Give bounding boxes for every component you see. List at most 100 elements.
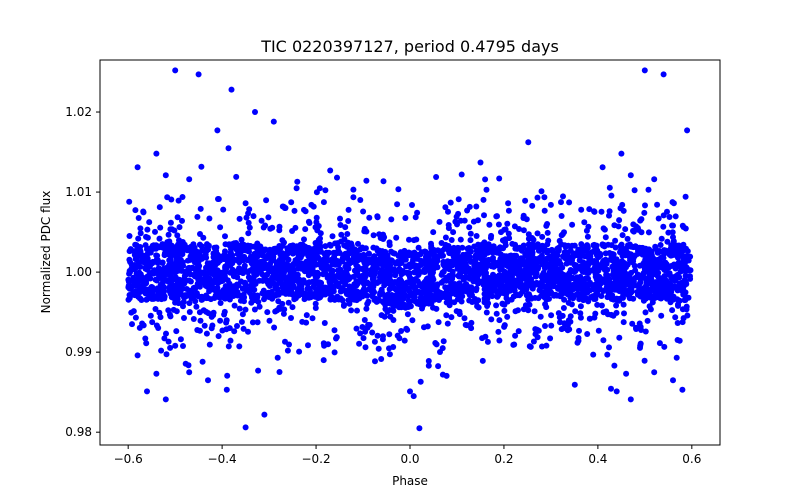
data-point: [285, 299, 292, 306]
data-point: [227, 262, 234, 269]
data-point: [299, 251, 306, 258]
data-point: [334, 240, 341, 247]
data-point: [654, 201, 661, 208]
x-tick-label: 0.4: [588, 452, 607, 466]
data-point: [274, 268, 281, 275]
data-point: [172, 299, 179, 306]
x-tick-label: 0.0: [400, 452, 419, 466]
data-point: [623, 248, 630, 255]
data-point: [430, 263, 437, 269]
data-point: [652, 243, 659, 250]
data-point: [518, 261, 524, 267]
outlier-point: [270, 118, 277, 125]
data-point: [615, 223, 622, 230]
data-point: [641, 357, 648, 364]
data-point: [388, 216, 395, 223]
outlier-point: [496, 175, 503, 182]
data-point: [377, 291, 383, 298]
data-point: [238, 318, 245, 325]
data-point: [326, 257, 333, 264]
data-point: [393, 296, 400, 303]
outlier-point: [195, 71, 202, 78]
data-point: [127, 247, 134, 254]
data-point: [572, 308, 579, 315]
data-point: [398, 278, 405, 285]
data-point: [504, 298, 511, 305]
data-point: [398, 328, 405, 334]
data-point: [137, 230, 144, 237]
data-point: [600, 337, 607, 344]
data-point: [130, 274, 137, 281]
data-point: [186, 309, 193, 315]
data-point: [541, 194, 548, 201]
data-point: [222, 233, 228, 240]
data-point: [256, 259, 263, 266]
data-point: [285, 285, 292, 292]
data-point: [542, 272, 549, 279]
data-point: [215, 196, 221, 202]
data-point: [505, 270, 512, 277]
outlier-point: [641, 67, 648, 74]
data-point: [434, 257, 441, 264]
data-point: [143, 340, 150, 347]
data-point: [648, 281, 655, 287]
data-point: [481, 274, 488, 281]
data-point: [543, 222, 550, 229]
data-point: [444, 320, 451, 327]
data-point: [470, 218, 477, 225]
data-point: [350, 186, 357, 193]
y-axis-label: Normalized PDC flux: [39, 191, 53, 314]
data-point: [574, 286, 581, 293]
outlier-point: [425, 358, 432, 364]
data-point: [350, 273, 357, 280]
data-point: [295, 292, 302, 299]
data-point: [361, 317, 368, 323]
data-point: [146, 260, 153, 267]
data-point: [176, 237, 182, 244]
data-point: [667, 283, 674, 290]
data-point: [134, 263, 140, 270]
data-point: [167, 219, 174, 226]
data-point: [366, 321, 373, 328]
data-point: [180, 343, 186, 349]
data-point: [289, 261, 296, 268]
data-point: [259, 249, 266, 256]
data-point: [521, 270, 528, 277]
outlier-point: [242, 424, 249, 431]
data-point: [456, 308, 463, 315]
data-point: [126, 256, 133, 263]
data-point: [364, 279, 371, 286]
data-point: [224, 372, 231, 379]
data-point: [364, 292, 371, 299]
data-point: [231, 328, 238, 335]
data-point: [264, 291, 271, 298]
outlier-point: [618, 150, 625, 157]
data-point: [616, 217, 623, 224]
data-point: [165, 338, 172, 345]
data-point: [593, 251, 600, 258]
data-point: [206, 280, 213, 287]
data-point: [621, 287, 628, 294]
data-point: [577, 303, 584, 310]
data-point: [388, 248, 395, 255]
data-point: [633, 326, 640, 332]
data-point: [320, 261, 327, 268]
data-point: [636, 262, 643, 269]
data-point: [571, 269, 578, 275]
data-point: [542, 323, 548, 329]
data-point: [592, 310, 599, 317]
data-point: [497, 289, 504, 296]
data-point: [365, 298, 372, 305]
data-point: [558, 199, 564, 206]
data-point: [606, 276, 613, 283]
data-point: [401, 337, 408, 344]
data-point: [576, 327, 582, 334]
data-point: [334, 174, 340, 181]
data-point: [126, 270, 133, 277]
data-point: [262, 222, 269, 229]
data-point: [440, 338, 447, 345]
data-point: [481, 299, 488, 306]
data-point: [448, 314, 455, 321]
data-point: [341, 301, 347, 308]
data-point: [592, 291, 599, 298]
